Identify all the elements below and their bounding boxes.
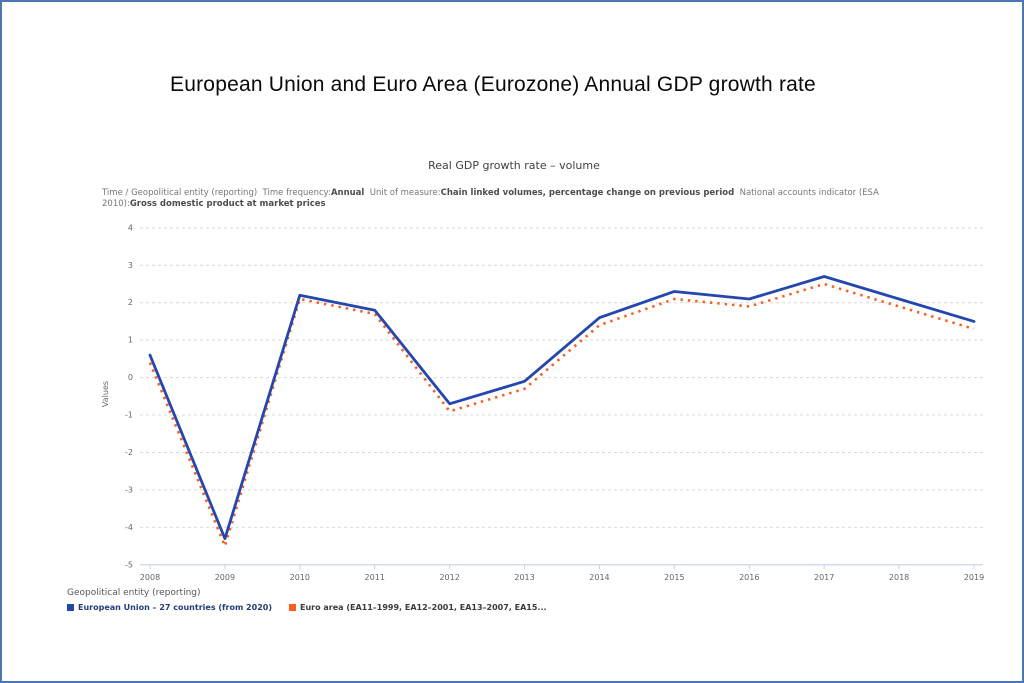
x-tick-label: 2010 bbox=[290, 573, 310, 582]
y-tick-label: -5 bbox=[125, 560, 133, 569]
x-tick-label: 2009 bbox=[215, 573, 235, 582]
euro-area-series-swatch bbox=[289, 604, 296, 611]
x-tick-label: 2012 bbox=[439, 573, 459, 582]
chart-metadata: Time / Geopolitical entity (reporting) T… bbox=[102, 188, 962, 209]
x-tick-label: 2019 bbox=[964, 573, 984, 582]
x-tick-label: 2013 bbox=[514, 573, 534, 582]
meta-text: Time / Geopolitical entity (reporting) T… bbox=[102, 188, 331, 198]
legend-title: Geopolitical entity (reporting) bbox=[67, 588, 201, 598]
legend-item-euro-area[interactable]: Euro area (EA11–1999, EA12–2001, EA13–20… bbox=[289, 603, 547, 612]
x-tick-label: 2011 bbox=[365, 573, 385, 582]
legend-item-label: Euro area (EA11–1999, EA12–2001, EA13–20… bbox=[300, 603, 547, 612]
y-tick-label: -3 bbox=[125, 485, 133, 494]
y-tick-label: -4 bbox=[125, 523, 133, 532]
y-tick-label: -1 bbox=[125, 411, 133, 420]
x-tick-label: 2014 bbox=[589, 573, 609, 582]
y-tick-label: -2 bbox=[125, 448, 133, 457]
x-tick-label: 2016 bbox=[739, 573, 759, 582]
x-tick-label: 2017 bbox=[814, 573, 834, 582]
x-tick-label: 2008 bbox=[140, 573, 160, 582]
meta-text-bold: Annual bbox=[330, 188, 365, 198]
legend-item-european-union[interactable]: European Union – 27 countries (from 2020… bbox=[67, 603, 272, 612]
metadata-line-2: 2010):Gross domestic product at market p… bbox=[102, 199, 962, 210]
meta-text: Unit of measure: bbox=[364, 188, 441, 198]
y-axis-title: Values bbox=[101, 381, 110, 407]
legend-item-label: European Union – 27 countries (from 2020… bbox=[78, 603, 272, 612]
meta-text: 2010): bbox=[102, 198, 130, 209]
y-tick-label: 1 bbox=[128, 336, 133, 345]
series-european-union-line bbox=[148, 275, 976, 540]
y-tick-label: 3 bbox=[128, 261, 133, 270]
x-tick-label: 2015 bbox=[664, 573, 684, 582]
y-tick-label: 4 bbox=[128, 223, 133, 232]
page-title: European Union and Euro Area (Eurozone) … bbox=[170, 73, 816, 96]
meta-text-bold: Chain linked volumes, percentage change … bbox=[440, 188, 735, 198]
y-tick-label: 0 bbox=[128, 373, 133, 382]
metadata-line-1: Time / Geopolitical entity (reporting) T… bbox=[102, 188, 962, 199]
meta-text: National accounts indicator (ESA bbox=[734, 188, 879, 198]
y-tick-label: 2 bbox=[128, 298, 133, 307]
meta-text-bold: Gross domestic product at market prices bbox=[129, 198, 326, 209]
x-tick-label: 2018 bbox=[889, 573, 909, 582]
eu-series-swatch bbox=[67, 604, 74, 611]
chart-subtitle: Real GDP growth rate – volume bbox=[428, 159, 600, 172]
